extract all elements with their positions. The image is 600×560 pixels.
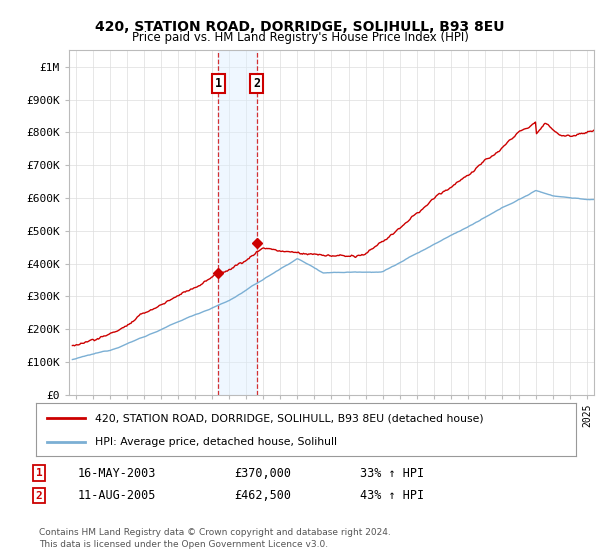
Bar (218, 50, 257, 395)
Text: This data is licensed under the Open Government Licence v3.0.: This data is licensed under the Open Gov… (39, 540, 328, 549)
Text: Contains HM Land Registry data © Crown copyright and database right 2024.: Contains HM Land Registry data © Crown c… (39, 528, 391, 536)
Text: Price paid vs. HM Land Registry's House Price Index (HPI): Price paid vs. HM Land Registry's House … (131, 31, 469, 44)
Text: 1: 1 (215, 77, 222, 90)
Text: 2: 2 (35, 491, 43, 501)
Text: 33% ↑ HPI: 33% ↑ HPI (360, 466, 424, 480)
Text: £462,500: £462,500 (234, 489, 291, 502)
Text: 2: 2 (253, 77, 260, 90)
Text: HPI: Average price, detached house, Solihull: HPI: Average price, detached house, Soli… (95, 436, 337, 446)
Text: £370,000: £370,000 (234, 466, 291, 480)
Text: 16-MAY-2003: 16-MAY-2003 (78, 466, 157, 480)
Text: 11-AUG-2005: 11-AUG-2005 (78, 489, 157, 502)
Text: 420, STATION ROAD, DORRIDGE, SOLIHULL, B93 8EU: 420, STATION ROAD, DORRIDGE, SOLIHULL, B… (95, 20, 505, 34)
Text: 43% ↑ HPI: 43% ↑ HPI (360, 489, 424, 502)
Text: 1: 1 (35, 468, 43, 478)
Text: 420, STATION ROAD, DORRIDGE, SOLIHULL, B93 8EU (detached house): 420, STATION ROAD, DORRIDGE, SOLIHULL, B… (95, 413, 484, 423)
